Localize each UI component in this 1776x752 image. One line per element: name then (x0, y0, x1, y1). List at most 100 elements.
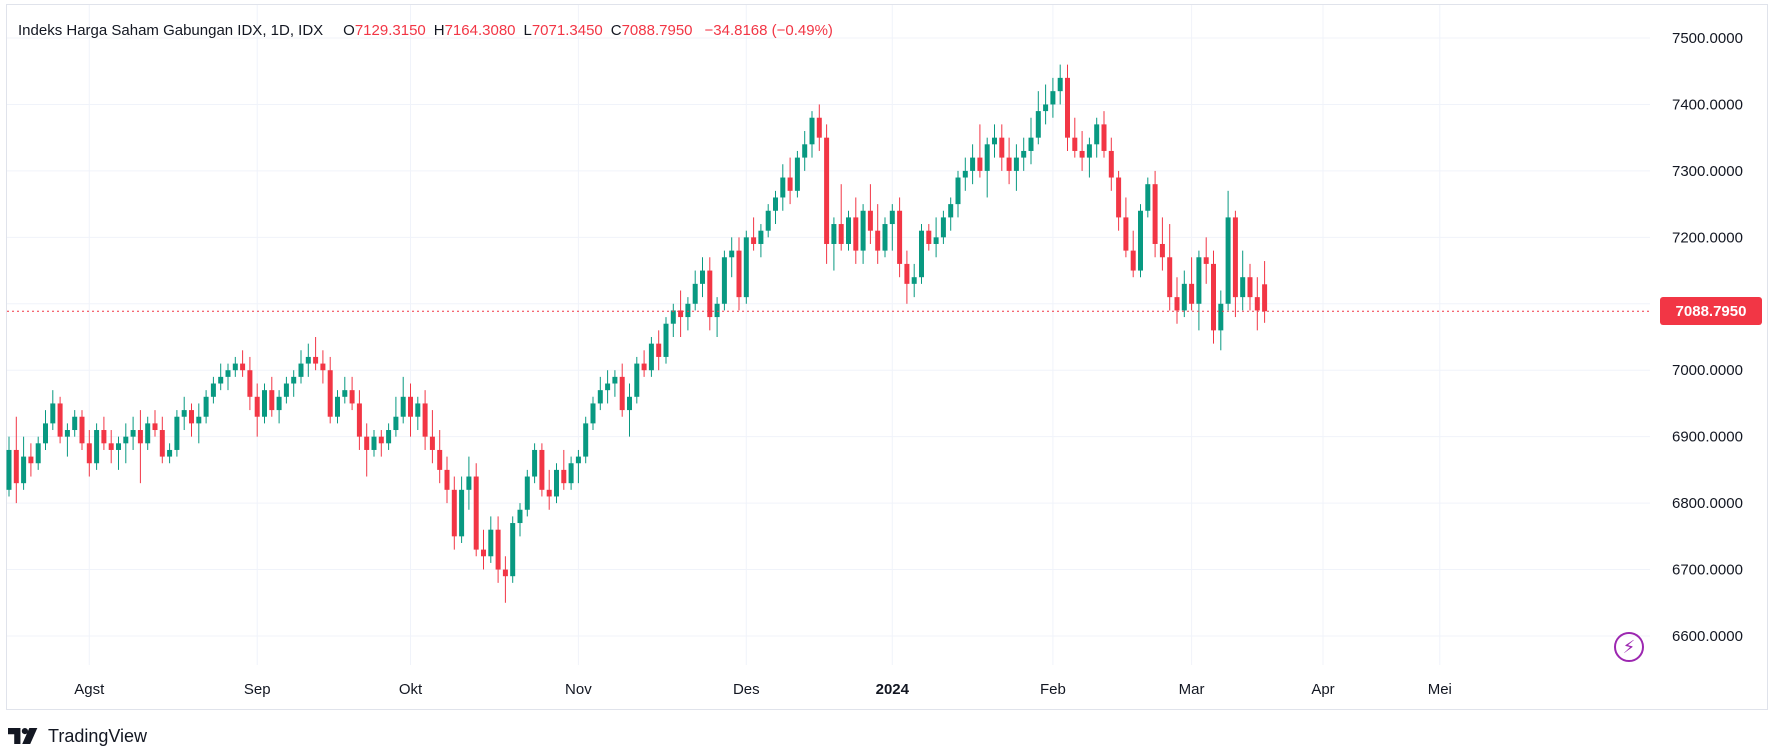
candle-body (342, 390, 348, 397)
candle (955, 170, 961, 218)
y-tick-label: 6900.0000 (1672, 429, 1743, 446)
legend-open-label: O (343, 21, 355, 39)
candle (524, 469, 530, 517)
last-price-tag: 7088.7950 (1660, 297, 1762, 326)
candle-body (488, 529, 494, 557)
candle (400, 376, 406, 424)
candle-body (816, 117, 822, 138)
candle-body (721, 257, 727, 304)
candle (13, 416, 19, 504)
y-tick-label: 6700.0000 (1672, 562, 1743, 579)
candle (984, 137, 990, 198)
candle (437, 430, 443, 484)
candle-body (678, 310, 684, 318)
legend-high-label: H (433, 21, 445, 39)
x-tick-label: Apr (1311, 681, 1334, 698)
candle (1006, 137, 1012, 185)
candle-body (218, 376, 224, 384)
candle-body (948, 204, 954, 218)
candle-body (1232, 217, 1238, 298)
candle (276, 390, 282, 424)
candle-body (240, 363, 246, 371)
candle (1152, 170, 1158, 258)
chart-frame (6, 4, 1768, 710)
candle-body (780, 177, 786, 198)
tradingview-brand[interactable]: TradingView (8, 724, 147, 748)
price-axis[interactable]: 6600.0000 6700.0000 6800.0000 6900.0000 7000… (1672, 30, 1743, 645)
candle-body (451, 489, 457, 537)
candle (451, 476, 457, 550)
candle-body (137, 430, 143, 444)
candle-body (933, 237, 939, 244)
candle-body (962, 170, 968, 178)
candle-body (364, 436, 370, 450)
candle-body (999, 137, 1005, 158)
candle (627, 383, 632, 437)
candle (992, 124, 997, 158)
candle-body (1218, 303, 1224, 331)
x-tick-label: Okt (399, 681, 423, 698)
candle-body (415, 403, 421, 417)
candle (692, 270, 698, 311)
candle-body (1240, 277, 1246, 298)
candle (546, 469, 552, 510)
candle-body (656, 343, 662, 357)
candle (860, 204, 866, 264)
candle-body (1021, 150, 1027, 158)
candle-body (408, 396, 413, 417)
candle (1101, 111, 1107, 158)
candle-body (1196, 257, 1202, 304)
candle (269, 376, 275, 417)
candle (262, 383, 267, 424)
candle-body (64, 430, 70, 437)
candle-body (561, 469, 567, 484)
candle (517, 503, 523, 537)
candle (539, 443, 545, 497)
candle (422, 390, 428, 450)
candle-body (101, 430, 107, 444)
candle-body (313, 356, 319, 364)
time-axis[interactable]: Agst Sep Okt Nov Des 2024 Feb Mar Apr Mei (74, 681, 1452, 698)
candle-body (1079, 150, 1085, 158)
candle-body (802, 144, 808, 158)
candle (305, 343, 311, 377)
candle-body (335, 396, 340, 417)
candle (1145, 177, 1151, 218)
candle (218, 363, 224, 391)
candle-body (283, 383, 289, 397)
candle-body (123, 436, 129, 444)
candle-body (510, 523, 516, 577)
candle-body (758, 230, 764, 244)
candle-body (495, 529, 501, 570)
candle-body (794, 157, 800, 191)
candle-body (663, 323, 669, 357)
candle-body (444, 469, 450, 490)
candle (532, 443, 538, 484)
candle (787, 157, 793, 205)
candle (568, 456, 574, 490)
x-tick-label: Mar (1179, 681, 1205, 698)
candle-body (181, 410, 187, 417)
candle (648, 337, 654, 377)
candle (1189, 257, 1195, 311)
legend-high-value: 7164.3080 (444, 21, 516, 39)
candle (1247, 263, 1253, 311)
candle (1057, 64, 1063, 105)
candle-body (473, 476, 479, 550)
candle (459, 476, 465, 543)
candle-body (846, 217, 851, 244)
candle-body (1072, 137, 1078, 151)
tradingview-logo-icon (8, 728, 38, 744)
candle-body (736, 250, 742, 298)
candle-body (437, 449, 443, 470)
candle-body (824, 137, 830, 244)
candle-body (254, 396, 260, 417)
candle (43, 410, 48, 450)
lightning-icon[interactable]: ⚡ (1614, 632, 1644, 662)
y-tick-label: 6600.0000 (1672, 628, 1743, 645)
candle-body (393, 416, 399, 431)
x-tick-label: Agst (74, 681, 105, 698)
candle (1079, 131, 1085, 171)
candle (502, 556, 508, 603)
